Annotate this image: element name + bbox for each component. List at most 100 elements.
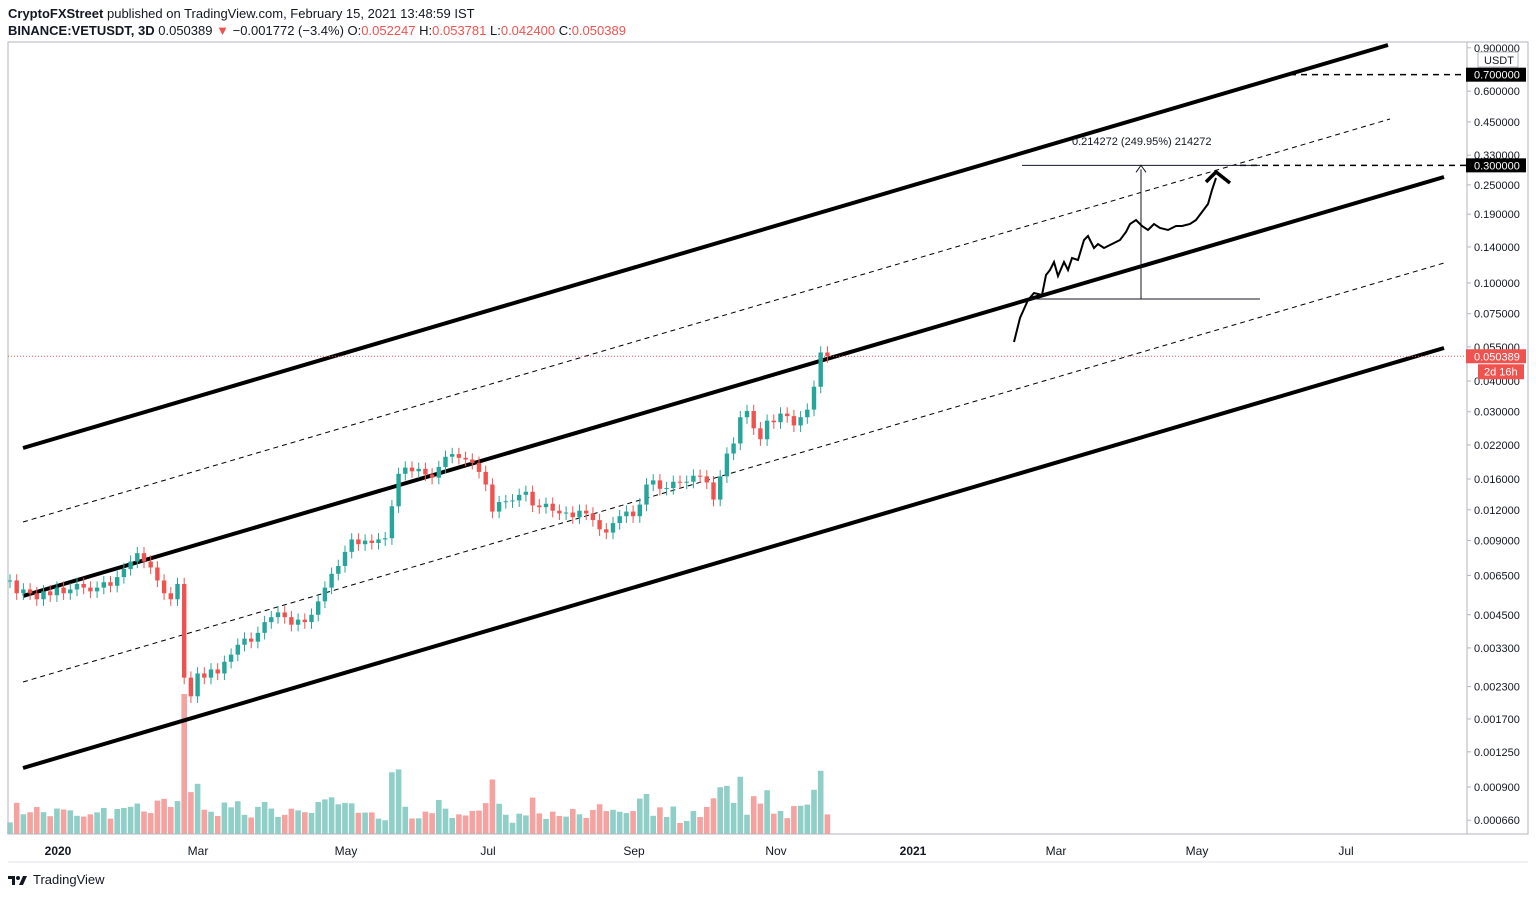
candle-body (470, 459, 475, 463)
candle-body (751, 411, 756, 429)
candle-body (811, 386, 817, 410)
volume-bar (208, 811, 214, 834)
candle-body (704, 476, 709, 483)
candle-body (563, 512, 569, 514)
high-value: 0.053781 (432, 23, 487, 38)
volume-bar (523, 815, 529, 834)
candle-body (68, 589, 73, 594)
volume-bar (161, 798, 167, 834)
y-tick-label: 0.016000 (1474, 474, 1520, 486)
volume-bar (121, 807, 127, 834)
price-tag-upper: 0.700000 (1474, 70, 1520, 82)
candle-body (758, 428, 763, 440)
candles (7, 346, 830, 703)
candle-body (94, 587, 100, 592)
candle-body (282, 612, 287, 618)
volume-bar (771, 813, 777, 834)
candle-body (48, 591, 53, 596)
projection-drawings: 0.214272 (249.95%) 214272 (1013, 73, 1467, 343)
candle-body (557, 510, 562, 514)
volume-bar (409, 818, 415, 834)
candle-body (490, 484, 495, 512)
volume-bar (784, 818, 790, 834)
x-tick-label: Jul (480, 844, 495, 858)
candle-body (115, 577, 120, 586)
symbol-label[interactable]: BINANCE:VETUSDT, 3D (8, 23, 155, 38)
volume-bar (436, 800, 442, 834)
volume-bar (677, 822, 683, 834)
candle-body (342, 551, 348, 566)
tradingview-brand[interactable]: TradingView (33, 872, 105, 887)
y-tick-label: 0.000660 (1474, 815, 1520, 827)
candle-body (617, 516, 622, 524)
publisher-name[interactable]: CryptoFXStreet (8, 6, 104, 21)
measure-arrow-head (1135, 164, 1147, 173)
volume-bar (610, 809, 616, 834)
countdown-box (1478, 364, 1524, 380)
volume-bar (241, 814, 248, 834)
y-tick-label: 0.450000 (1474, 117, 1520, 129)
candle-body (764, 420, 770, 440)
candle-body (208, 669, 214, 678)
candle-body (523, 491, 529, 495)
volume-bar (422, 811, 429, 834)
y-tick-label: 0.006500 (1474, 570, 1520, 582)
volume-bar (295, 810, 301, 834)
y-tick-label: 0.600000 (1474, 86, 1520, 98)
volume-bar (791, 806, 797, 834)
volume-bar (228, 807, 234, 834)
change-value: −0.001772 (−3.4%) (232, 23, 344, 38)
candle-body (7, 580, 13, 582)
candle-body (570, 512, 575, 518)
volume-bar (556, 815, 563, 834)
volume-bar (824, 814, 831, 834)
volume-bar (402, 806, 409, 834)
candle-body (228, 654, 234, 662)
candle-body (697, 475, 703, 477)
candle-body (429, 474, 435, 478)
candle-body (671, 481, 676, 489)
time-axis: 2020 Mar May Jul Sep Nov 2021 Mar May Jul (45, 844, 1354, 858)
candle-body (403, 467, 408, 474)
volume-bar (355, 812, 362, 834)
candle-body (222, 661, 227, 674)
channel-lines (8, 43, 1467, 770)
volume-bar (322, 799, 328, 834)
x-tick-label: Jul (1338, 844, 1353, 858)
x-tick-label: May (335, 844, 358, 858)
volume-bar (596, 804, 603, 834)
candle-body (476, 462, 482, 472)
volume-bar (288, 808, 295, 834)
volume-bar (255, 806, 261, 834)
candle-body (577, 510, 582, 518)
candle-body (550, 503, 555, 511)
volume-bar (342, 802, 348, 834)
candle-body (691, 475, 696, 482)
volume-bar (54, 808, 60, 834)
candle-body (101, 582, 106, 588)
volume-bar (389, 772, 395, 834)
volume-bar (590, 810, 596, 834)
candle-body (657, 480, 663, 489)
candle-body (175, 583, 180, 600)
volume-bar (60, 809, 67, 834)
volume-bar (107, 818, 114, 834)
candle-body (630, 511, 636, 517)
volume-bar (509, 822, 516, 834)
candle-body (423, 468, 428, 475)
candle-body (128, 561, 133, 570)
volume-bar (101, 807, 107, 834)
candle-body (182, 583, 187, 678)
volume-bar (637, 798, 643, 834)
volume-bar (697, 817, 703, 834)
candle-body (275, 612, 281, 618)
volume-bar (737, 776, 744, 834)
channel-dashed-lower (22, 262, 1445, 683)
candle-body (61, 587, 66, 594)
volume-bar (194, 783, 201, 834)
volume-bar (529, 797, 536, 834)
y-tick-label: 0.001700 (1474, 714, 1520, 726)
volume-bar (315, 801, 321, 834)
volume-bar (275, 816, 281, 834)
